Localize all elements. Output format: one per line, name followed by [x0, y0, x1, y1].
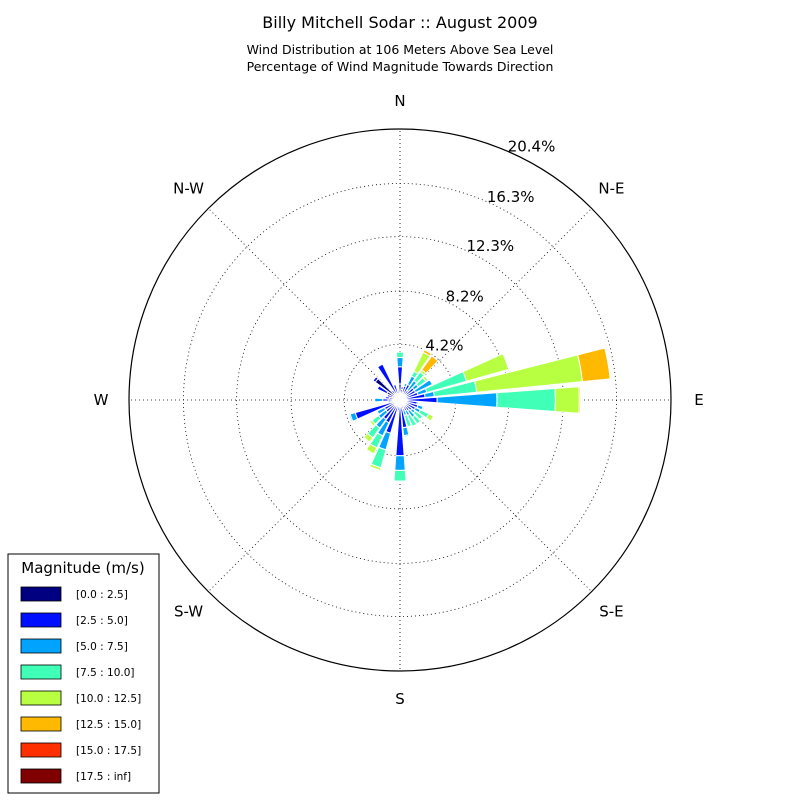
legend-swatch: [20, 742, 62, 758]
direction-label: N: [394, 92, 405, 110]
rose-bar-segment: [394, 455, 406, 471]
legend-entry: [10.0 : 12.5]: [76, 693, 141, 705]
rose-bar-segment: [384, 395, 391, 400]
rose-bar-segment: [397, 390, 400, 395]
legend-title: Magnitude (m/s): [21, 559, 144, 577]
rose-bar-segment: [403, 434, 410, 438]
rose-bar-segment: [374, 397, 384, 403]
legend-swatch: [20, 664, 62, 680]
angular-gridline: [399, 399, 592, 592]
rose-bar-segment: [392, 384, 399, 395]
legend-swatch: [20, 638, 62, 654]
chart-subtitle-line-1: Wind Distribution at 106 Meters Above Se…: [247, 42, 554, 57]
angular-gridline: [208, 208, 401, 401]
rose-bar-segment: [425, 413, 435, 422]
radial-tick-label: 4.2%: [425, 336, 463, 354]
rose-bar-segment: [376, 385, 389, 395]
legend-entry: [17.5 : inf]: [76, 771, 131, 783]
legend-entry: [15.0 : 17.5]: [76, 745, 141, 757]
polar-labels: N N-E E S-E S S-W W N-W 4.2% 8.2% 12.3% 16.3% 20.4%: [94, 92, 704, 708]
direction-label: W: [94, 391, 109, 409]
legend-swatch: [20, 768, 62, 784]
rose-bar-segment: [578, 386, 582, 414]
radial-tick-label: 16.3%: [487, 188, 535, 206]
legend-entry: [5.0 : 7.5]: [76, 641, 128, 653]
legend-swatch: [20, 690, 62, 706]
rose-bar-segment: [369, 463, 382, 471]
rose-bar-segment: [395, 351, 405, 359]
rose-bar-segment: [376, 406, 387, 415]
chart-title: Billy Mitchell Sodar :: August 2009: [262, 13, 537, 32]
rose-bar-segment: [462, 352, 510, 382]
rose-bar-segment: [554, 386, 580, 414]
rose-bar-segment: [372, 376, 379, 383]
rose-bar-segment: [369, 419, 376, 427]
rose-bar-segment: [396, 356, 404, 368]
direction-label: E: [694, 391, 703, 409]
legend-entry: [7.5 : 10.0]: [76, 667, 134, 679]
rose-bar-segment: [413, 379, 433, 394]
outer-ring: [128, 128, 672, 672]
rose-bar-segment: [365, 443, 378, 455]
rose-bar-segment: [376, 363, 398, 396]
legend-swatch: [20, 586, 62, 602]
angular-gridline: [208, 399, 401, 592]
direction-label: S-E: [599, 602, 623, 620]
radial-tick-label: 20.4%: [508, 138, 556, 156]
rose-bar-segment: [363, 432, 374, 443]
rose-bar-segment: [403, 413, 413, 428]
rose-bar-segment: [393, 469, 407, 482]
rose-bar-segment: [421, 405, 425, 412]
rose-bar-segment: [416, 401, 420, 406]
rose-bar-segment: [406, 413, 418, 427]
rose-bar-segment: [496, 387, 556, 413]
legend-swatch: [20, 612, 62, 628]
chart-subtitle-line-2: Percentage of Wind Magnitude Towards Dir…: [247, 59, 554, 74]
rose-bar-segment: [421, 355, 439, 375]
rose-bar-segment: [577, 347, 611, 383]
rose-bar-segment: [411, 414, 422, 425]
direction-label: S: [395, 690, 405, 708]
direction-label: N-W: [173, 180, 204, 198]
legend-entry: [0.0 : 2.5]: [76, 589, 128, 601]
direction-label: S-W: [174, 602, 203, 620]
legend: Magnitude (m/s) [0.0 : 2.5] [2.5 : 5.0] [5.…: [7, 553, 160, 794]
rose-bar-segment: [412, 410, 424, 421]
legend-entry: [12.5 : 15.0]: [76, 719, 141, 731]
legend-entry: [2.5 : 5.0]: [76, 615, 128, 627]
rose-bar-segment: [422, 375, 429, 383]
rose-bar-segment: [402, 426, 410, 437]
rose-bar-segment: [348, 413, 354, 423]
rose-bar-segment: [397, 366, 403, 385]
legend-swatch: [20, 716, 62, 732]
direction-label: N-E: [598, 180, 624, 198]
radial-tick-label: 12.3%: [467, 237, 515, 255]
radial-tick-label: 8.2%: [446, 287, 484, 305]
wind-rose-bars: [348, 347, 611, 482]
rose-bar-segment: [422, 349, 433, 357]
